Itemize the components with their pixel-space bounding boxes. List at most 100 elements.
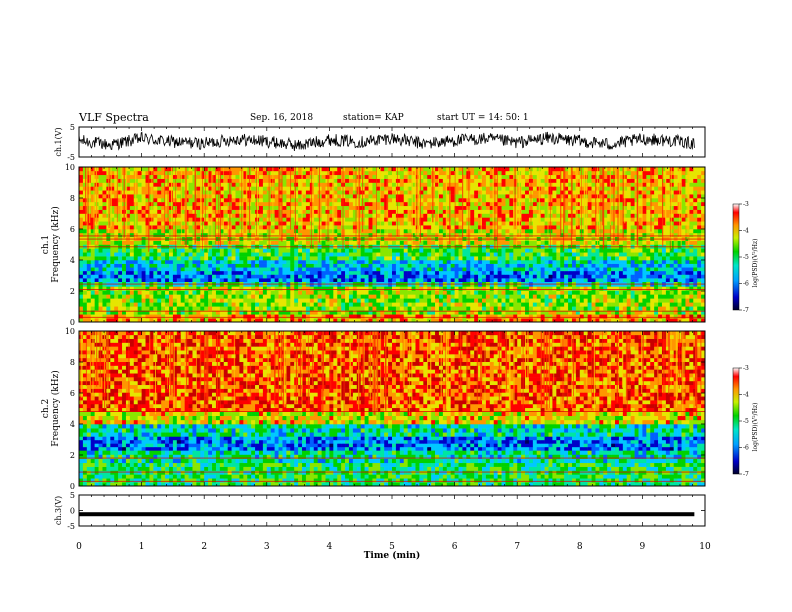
spectrogram-cell: [118, 213, 123, 218]
spectrogram-cell: [227, 302, 232, 307]
spectrogram-cell: [618, 298, 624, 303]
spectrogram-cell: [114, 232, 119, 238]
spectrogram-cell: [693, 209, 698, 214]
spectrogram-cell: [348, 256, 354, 261]
spectrogram-cell: [235, 225, 240, 230]
spectrogram-cell: [466, 213, 471, 218]
spectrogram-cell: [305, 286, 311, 291]
spectrogram-cell: [79, 310, 84, 315]
spectrogram-cell: [673, 306, 678, 311]
spectrogram-cell: [141, 278, 146, 282]
spectrogram-cell: [122, 306, 127, 311]
spectrogram-cell: [419, 278, 424, 282]
spectrogram-cell: [282, 278, 287, 282]
spectrogram-cell: [427, 267, 432, 272]
spectrogram-cell: [564, 205, 569, 210]
spectrogram-cell: [161, 201, 166, 207]
spectrogram-cell: [79, 240, 84, 245]
spectrogram-cell: [528, 270, 534, 275]
spectrogram-cell: [337, 267, 342, 272]
spectrogram-cell: [638, 270, 643, 275]
spectrogram-cell: [466, 314, 471, 319]
spectrogram-cell: [372, 267, 377, 272]
spectrogram-cell: [98, 267, 103, 272]
spectrogram-cell: [262, 314, 268, 319]
spectrogram-cell: [450, 217, 455, 222]
spectrogram-cell: [200, 290, 205, 295]
spectrogram-cell: [204, 209, 209, 214]
spectrogram-cell: [392, 201, 397, 207]
spectrogram-cell: [462, 286, 467, 291]
spectrogram-cell: [286, 314, 291, 319]
spectrogram-cell: [603, 260, 608, 264]
spectrogram-cell: [701, 310, 705, 315]
spectrogram-cell: [650, 248, 655, 253]
spectrogram-cell: [497, 260, 502, 264]
spectrogram-cell: [313, 248, 318, 253]
spectrogram-cell: [274, 201, 279, 207]
spectrogram-cell: [235, 267, 240, 272]
spectrogram-cell: [356, 306, 361, 311]
spectrogram-cell: [489, 267, 495, 272]
spectrogram-cell: [255, 310, 260, 315]
spectrogram-cell: [450, 302, 455, 307]
spectrogram-cell: [153, 267, 158, 272]
spectrogram-cell: [165, 267, 170, 272]
spectrogram-cell: [110, 310, 115, 315]
spectrogram-cell: [79, 306, 84, 311]
spectrogram-cell: [168, 240, 174, 245]
spectrogram-cell: [118, 318, 123, 322]
spectrogram-cell: [376, 205, 381, 210]
spectrogram-cell: [630, 217, 635, 222]
spectrogram-cell: [579, 298, 585, 303]
spectrogram-cell: [462, 225, 467, 230]
spectrogram-cell: [607, 248, 612, 253]
spectrogram-cell: [474, 314, 479, 319]
spectrogram-cell: [415, 290, 420, 295]
spectrogram-cell: [251, 263, 256, 268]
spectrogram-cell: [407, 302, 412, 307]
spectrogram-cell: [294, 221, 299, 226]
spectrogram-cell: [622, 310, 628, 315]
spectrogram-cell: [532, 252, 538, 257]
spectrogram-cell: [172, 221, 178, 226]
spectrogram-cell: [658, 298, 663, 303]
spectrogram-cell: [219, 310, 225, 315]
spectrogram-cell: [278, 248, 283, 253]
spectrogram-cell: [493, 310, 498, 315]
spectrogram-cell: [212, 221, 217, 226]
spectrogram-cell: [388, 252, 393, 257]
spectrogram-cell: [423, 294, 428, 299]
spectrogram-cell: [474, 205, 479, 210]
spectrogram-cell: [247, 274, 252, 279]
spectrogram-cell: [693, 274, 698, 279]
spectrogram-cell: [658, 232, 663, 238]
spectrogram-cell: [255, 225, 260, 230]
spectrogram-cell: [505, 213, 510, 218]
spectrogram-cell: [352, 260, 358, 264]
spectrogram-cell: [532, 290, 538, 295]
spectrogram-cell: [544, 240, 549, 245]
spectrogram-cell: [607, 213, 612, 218]
spectrogram-cell: [196, 209, 201, 214]
spectrogram-cell: [450, 229, 455, 234]
spectrogram-cell: [595, 267, 600, 272]
spectrogram-cell: [427, 314, 432, 319]
spectrogram-cell: [79, 205, 84, 210]
spectrogram-cell: [485, 267, 491, 272]
spectrogram-cell: [540, 302, 545, 307]
spectrogram-cell: [446, 298, 451, 303]
spectrogram-cell: [251, 256, 256, 261]
spectrogram-cell: [571, 310, 577, 315]
spectrogram-cell: [388, 306, 393, 311]
spectrogram-cell: [638, 229, 643, 234]
spectrogram-cell: [638, 286, 643, 291]
spectrogram-cell: [466, 294, 471, 299]
spectrogram-cell: [380, 205, 385, 210]
spectrogram-cell: [681, 263, 686, 268]
spectrogram-cell: [286, 274, 291, 279]
spectrogram-cell: [360, 302, 365, 307]
spectrogram-cell: [227, 286, 232, 291]
spectrogram-cell: [313, 314, 318, 319]
spectrogram-cell: [356, 302, 361, 307]
